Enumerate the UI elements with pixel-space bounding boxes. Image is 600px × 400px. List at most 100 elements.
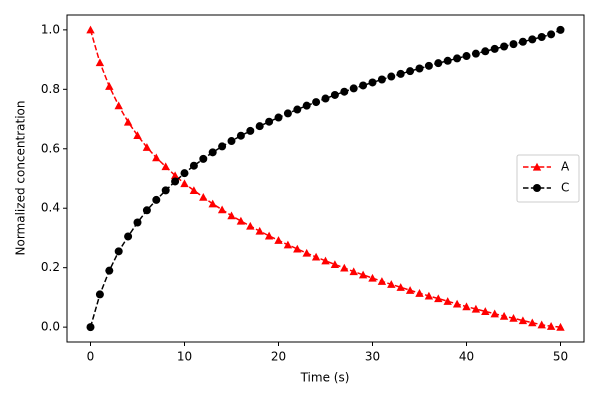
marker bbox=[406, 67, 415, 76]
legend: AC bbox=[516, 154, 580, 203]
marker bbox=[161, 186, 170, 195]
marker bbox=[453, 54, 462, 63]
marker bbox=[114, 247, 123, 256]
legend-label: A bbox=[561, 160, 570, 174]
marker bbox=[481, 307, 490, 315]
marker bbox=[321, 94, 330, 103]
marker bbox=[537, 32, 546, 41]
marker bbox=[302, 248, 311, 257]
marker bbox=[368, 273, 377, 282]
marker bbox=[556, 25, 565, 34]
marker bbox=[124, 232, 133, 241]
marker bbox=[500, 42, 509, 51]
y-tick-label: 0.6 bbox=[41, 141, 60, 155]
marker bbox=[321, 256, 330, 265]
marker bbox=[199, 154, 208, 163]
y-tick-label: 0.4 bbox=[41, 201, 60, 215]
y-tick-label: 0.0 bbox=[41, 320, 60, 334]
marker bbox=[208, 148, 217, 157]
series-line bbox=[89, 29, 561, 328]
marker bbox=[349, 84, 358, 93]
marker bbox=[86, 323, 95, 332]
x-axis-label: Time (s) bbox=[300, 371, 350, 385]
marker bbox=[95, 58, 105, 67]
marker bbox=[189, 161, 198, 170]
marker bbox=[105, 82, 114, 90]
marker bbox=[509, 40, 518, 49]
marker bbox=[340, 87, 349, 96]
marker bbox=[312, 98, 321, 107]
marker bbox=[358, 270, 368, 279]
marker bbox=[311, 252, 321, 261]
marker bbox=[528, 318, 537, 327]
marker bbox=[180, 179, 189, 188]
marker bbox=[293, 105, 302, 114]
x-tick-label: 40 bbox=[459, 350, 474, 364]
marker bbox=[95, 290, 104, 299]
y-axis-label: Normalized concentration bbox=[14, 101, 28, 256]
marker bbox=[377, 75, 386, 84]
x-tick-label: 0 bbox=[87, 350, 95, 364]
marker bbox=[330, 260, 340, 268]
marker bbox=[274, 113, 283, 122]
marker bbox=[452, 299, 462, 308]
marker bbox=[217, 205, 227, 214]
legend-label: C bbox=[561, 181, 569, 195]
marker bbox=[349, 267, 358, 276]
marker bbox=[434, 59, 443, 68]
marker bbox=[283, 240, 293, 249]
marker bbox=[330, 90, 339, 99]
marker bbox=[387, 280, 396, 288]
axes-frame bbox=[66, 14, 585, 343]
marker bbox=[434, 294, 443, 303]
marker bbox=[396, 69, 405, 78]
series-line bbox=[89, 29, 561, 328]
marker bbox=[546, 322, 556, 330]
marker bbox=[302, 101, 311, 110]
legend-marker bbox=[532, 162, 542, 171]
marker bbox=[415, 289, 424, 297]
marker bbox=[105, 266, 114, 275]
marker bbox=[490, 44, 499, 53]
marker bbox=[142, 143, 152, 151]
marker bbox=[227, 137, 236, 146]
marker bbox=[264, 231, 274, 240]
legend-marker bbox=[533, 184, 541, 192]
x-tick-label: 20 bbox=[271, 350, 286, 364]
marker bbox=[133, 218, 142, 227]
marker bbox=[490, 309, 499, 318]
marker bbox=[114, 101, 123, 110]
marker bbox=[443, 297, 452, 305]
marker bbox=[274, 236, 283, 244]
y-tick-label: 0.8 bbox=[41, 82, 60, 96]
marker bbox=[236, 216, 246, 225]
marker bbox=[171, 177, 180, 186]
x-tick-label: 50 bbox=[553, 350, 568, 364]
marker bbox=[236, 131, 245, 140]
marker bbox=[396, 283, 405, 291]
marker bbox=[255, 226, 264, 235]
marker bbox=[161, 162, 170, 171]
legend-box bbox=[516, 154, 580, 203]
marker bbox=[293, 244, 302, 253]
marker bbox=[499, 311, 509, 320]
marker bbox=[462, 302, 471, 311]
marker bbox=[86, 25, 95, 34]
marker bbox=[246, 126, 255, 135]
marker bbox=[189, 186, 199, 194]
marker bbox=[246, 221, 255, 230]
marker bbox=[481, 47, 490, 56]
marker bbox=[255, 122, 264, 131]
marker bbox=[528, 35, 537, 44]
marker bbox=[443, 56, 452, 65]
marker bbox=[123, 117, 133, 126]
marker bbox=[387, 72, 396, 81]
marker bbox=[405, 286, 415, 294]
marker bbox=[218, 142, 227, 151]
y-tick-label: 0.2 bbox=[41, 260, 60, 274]
marker bbox=[424, 291, 434, 300]
marker bbox=[462, 52, 471, 61]
y-tick-label: 1.0 bbox=[41, 22, 60, 36]
marker bbox=[424, 61, 433, 70]
